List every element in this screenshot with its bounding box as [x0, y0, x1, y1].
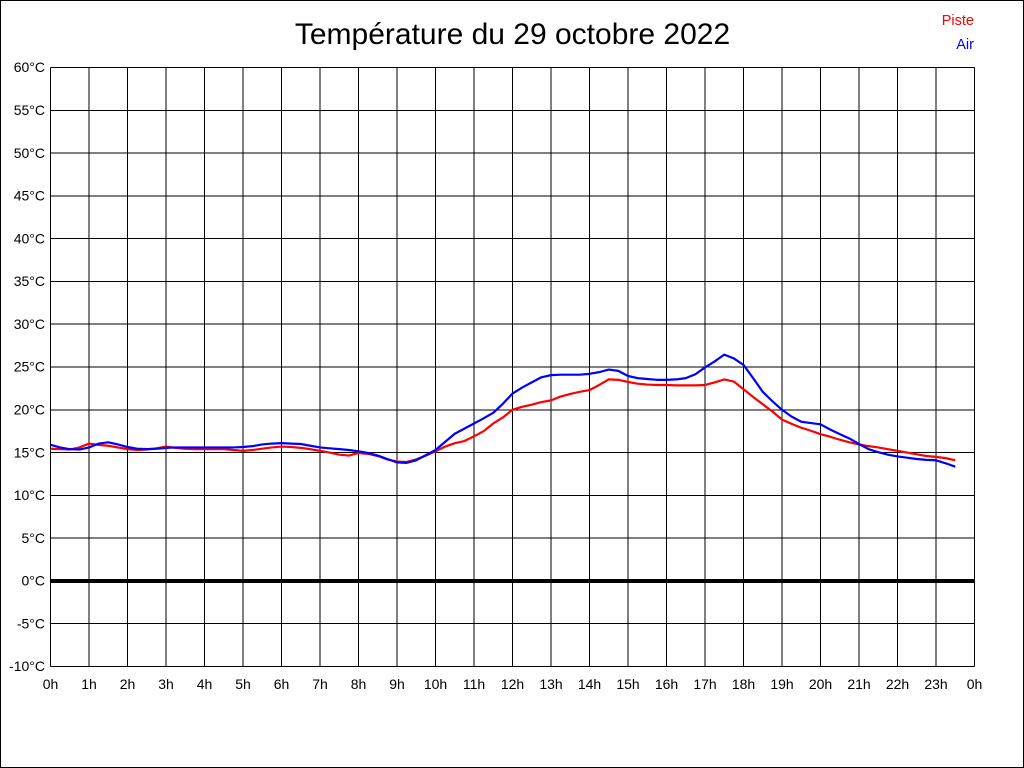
x-tick-label: 22h: [886, 676, 909, 692]
y-tick-label: -10°C: [9, 658, 45, 674]
x-tick-label: 9h: [389, 676, 405, 692]
x-tick-label: 8h: [351, 676, 367, 692]
x-tick-label: 15h: [616, 676, 639, 692]
y-tick-label: 50°C: [14, 145, 45, 161]
series-line-piste: [50, 378, 956, 464]
x-tick-label: 19h: [770, 676, 793, 692]
y-tick-label: 30°C: [14, 316, 45, 332]
y-tick-label: 10°C: [14, 487, 45, 503]
x-tick-label: 0h: [967, 676, 983, 692]
x-tick-label: 0h: [43, 676, 59, 692]
x-tick-label: 12h: [501, 676, 524, 692]
x-tick-label: 6h: [274, 676, 290, 692]
legend-item-air: Air: [956, 36, 974, 53]
y-tick-label: 5°C: [22, 530, 46, 546]
y-tick-label: -5°C: [17, 615, 45, 631]
y-tick-label: 25°C: [14, 359, 45, 375]
y-tick-label: 35°C: [14, 273, 45, 289]
x-tick-label: 10h: [424, 676, 447, 692]
x-tick-label: 23h: [924, 676, 947, 692]
y-tick-label: 20°C: [14, 401, 45, 417]
x-tick-label: 16h: [655, 676, 678, 692]
y-tick-label: 45°C: [14, 188, 45, 204]
chart-title: Température du 29 octobre 2022: [294, 18, 731, 51]
x-tick-label: 3h: [158, 676, 174, 692]
x-tick-label: 20h: [809, 676, 832, 692]
legend-item-piste: Piste: [941, 13, 974, 29]
y-tick-label: 60°C: [14, 59, 45, 75]
x-tick-label: 5h: [235, 676, 251, 692]
chart-legend: Piste Air: [942, 10, 974, 57]
y-tick-label: 0°C: [22, 573, 46, 589]
y-tick-label: 15°C: [14, 444, 45, 460]
x-tick-label: 1h: [81, 676, 97, 692]
series-line-air: [50, 353, 956, 468]
x-tick-label: 18h: [732, 676, 755, 692]
x-tick-label: 17h: [693, 676, 716, 692]
x-tick-label: 7h: [312, 676, 328, 692]
x-tick-label: 21h: [847, 676, 870, 692]
x-tick-label: 13h: [539, 676, 562, 692]
x-tick-label: 14h: [578, 676, 601, 692]
x-tick-label: 4h: [197, 676, 213, 692]
x-tick-label: 11h: [463, 676, 485, 692]
y-tick-label: 55°C: [14, 102, 45, 118]
y-tick-label: 40°C: [14, 230, 45, 246]
x-tick-label: 2h: [120, 676, 136, 692]
